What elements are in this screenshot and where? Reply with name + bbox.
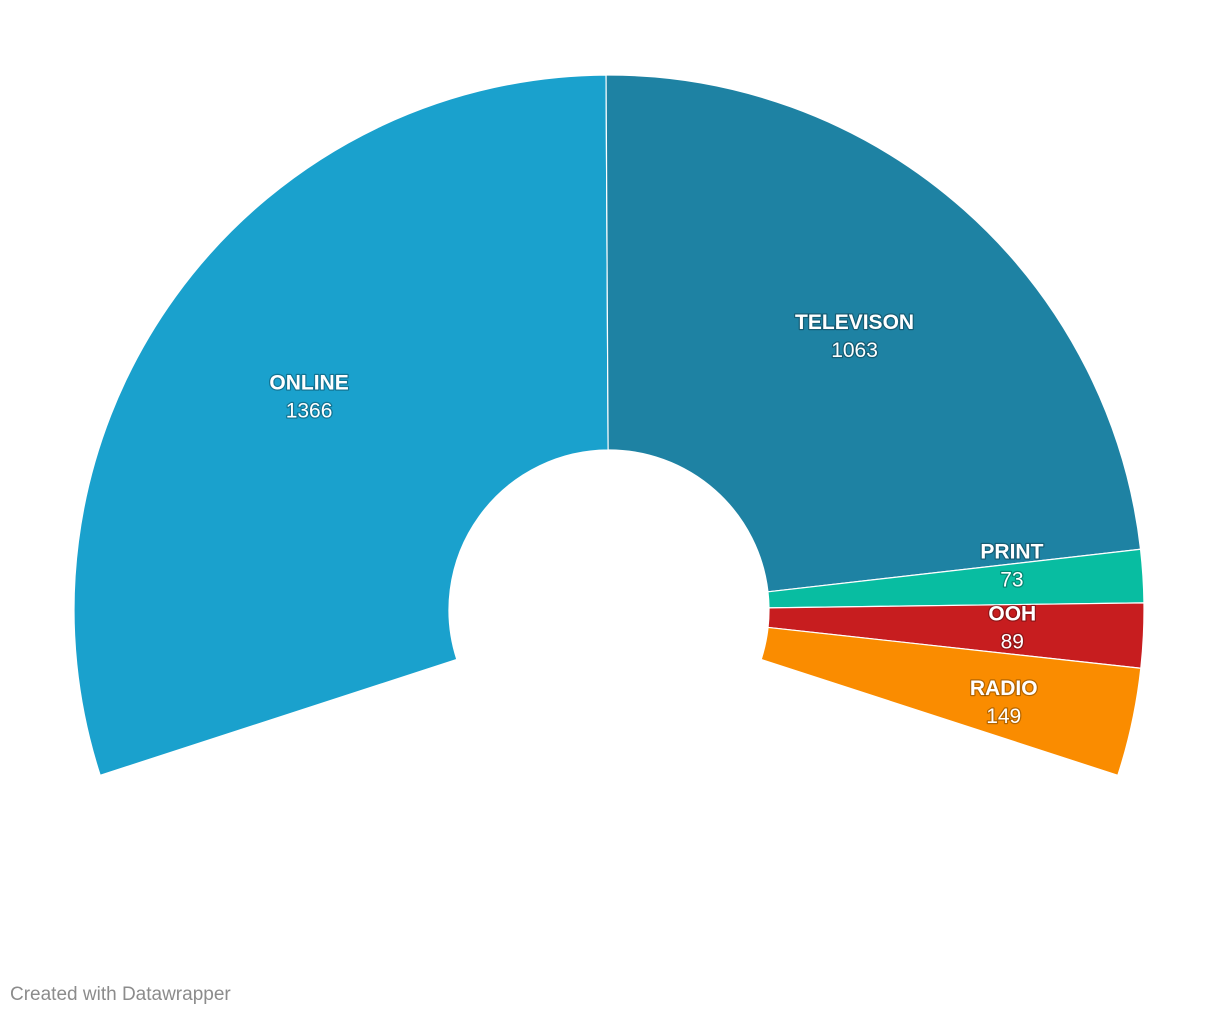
slice-radio[interactable] (760, 626, 1142, 776)
slice-label-radio: RADIO (970, 677, 1038, 700)
slice-label-televison: TELEVISON (795, 311, 914, 334)
slice-value-ooh: 89 (1001, 630, 1024, 653)
slice-value-radio: 149 (986, 705, 1021, 728)
slice-online[interactable] (73, 74, 609, 776)
chart-slices (73, 74, 1145, 776)
slice-label-ooh: OOH (988, 602, 1036, 625)
slice-value-print: 73 (1000, 568, 1023, 591)
datawrapper-credit[interactable]: Created with Datawrapper (10, 984, 231, 1005)
slice-televison[interactable] (605, 74, 1142, 593)
slice-label-online: ONLINE (269, 371, 348, 394)
slice-label-print: PRINT (980, 540, 1043, 563)
slice-value-televison: 1063 (831, 339, 878, 362)
chart-labels: ONLINE 1366 TELEVISON 1063 PRINT 73 OOH 89 RADIO… (268, 310, 1045, 729)
slice-value-online: 1366 (286, 399, 333, 422)
